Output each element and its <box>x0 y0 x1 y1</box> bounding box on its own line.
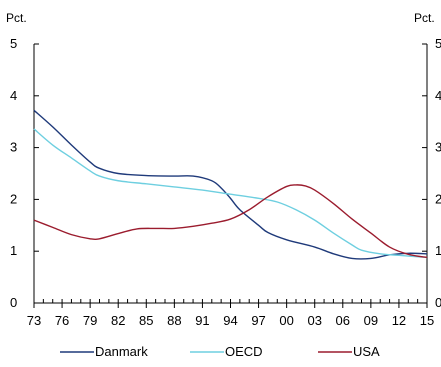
series-line-oecd <box>33 128 428 259</box>
left-y-tick-label: 0 <box>10 295 17 310</box>
x-tick-label: 82 <box>111 313 125 328</box>
right-y-tick-label: 1 <box>435 243 441 258</box>
x-tick-label: 15 <box>420 313 434 328</box>
x-tick-label: 06 <box>336 313 350 328</box>
legend: Danmark OECD USA <box>60 344 380 359</box>
right-axis-unit-label: Pct. <box>414 11 435 25</box>
left-y-tick-label: 2 <box>10 191 17 206</box>
left-y-tick-label: 1 <box>10 243 17 258</box>
left-y-tick-label: 5 <box>10 36 17 51</box>
legend-label-oecd: OECD <box>225 344 263 359</box>
left-y-tick-label: 4 <box>10 88 17 103</box>
right-y-tick-label: 5 <box>435 36 441 51</box>
legend-label-usa: USA <box>353 344 380 359</box>
left-y-tick-label: 3 <box>10 140 17 155</box>
series-line-danmark <box>33 109 428 260</box>
left-axis-unit-label: Pct. <box>6 11 27 25</box>
right-y-tick-label: 3 <box>435 140 441 155</box>
legend-label-danmark: Danmark <box>95 344 148 359</box>
x-tick-label: 85 <box>139 313 153 328</box>
x-tick-label: 91 <box>195 313 209 328</box>
axes: 0 01 12 23 34 45 573 76 79 82 85 88 91 94 97 00 03 06 09 12… <box>10 36 441 328</box>
x-tick-label: 09 <box>364 313 378 328</box>
series-lines <box>33 109 428 260</box>
x-tick-label: 12 <box>392 313 406 328</box>
x-tick-label: 94 <box>223 313 237 328</box>
x-tick-label: 88 <box>167 313 181 328</box>
series-line-usa <box>33 184 428 259</box>
right-y-tick-label: 4 <box>435 88 441 103</box>
x-tick-label: 79 <box>83 313 97 328</box>
right-y-tick-label: 0 <box>435 295 441 310</box>
x-tick-label: 76 <box>55 313 69 328</box>
x-tick-label: 03 <box>307 313 321 328</box>
x-tick-label: 97 <box>251 313 265 328</box>
right-y-tick-label: 2 <box>435 191 441 206</box>
x-tick-label: 00 <box>279 313 293 328</box>
x-tick-label: 73 <box>27 313 41 328</box>
